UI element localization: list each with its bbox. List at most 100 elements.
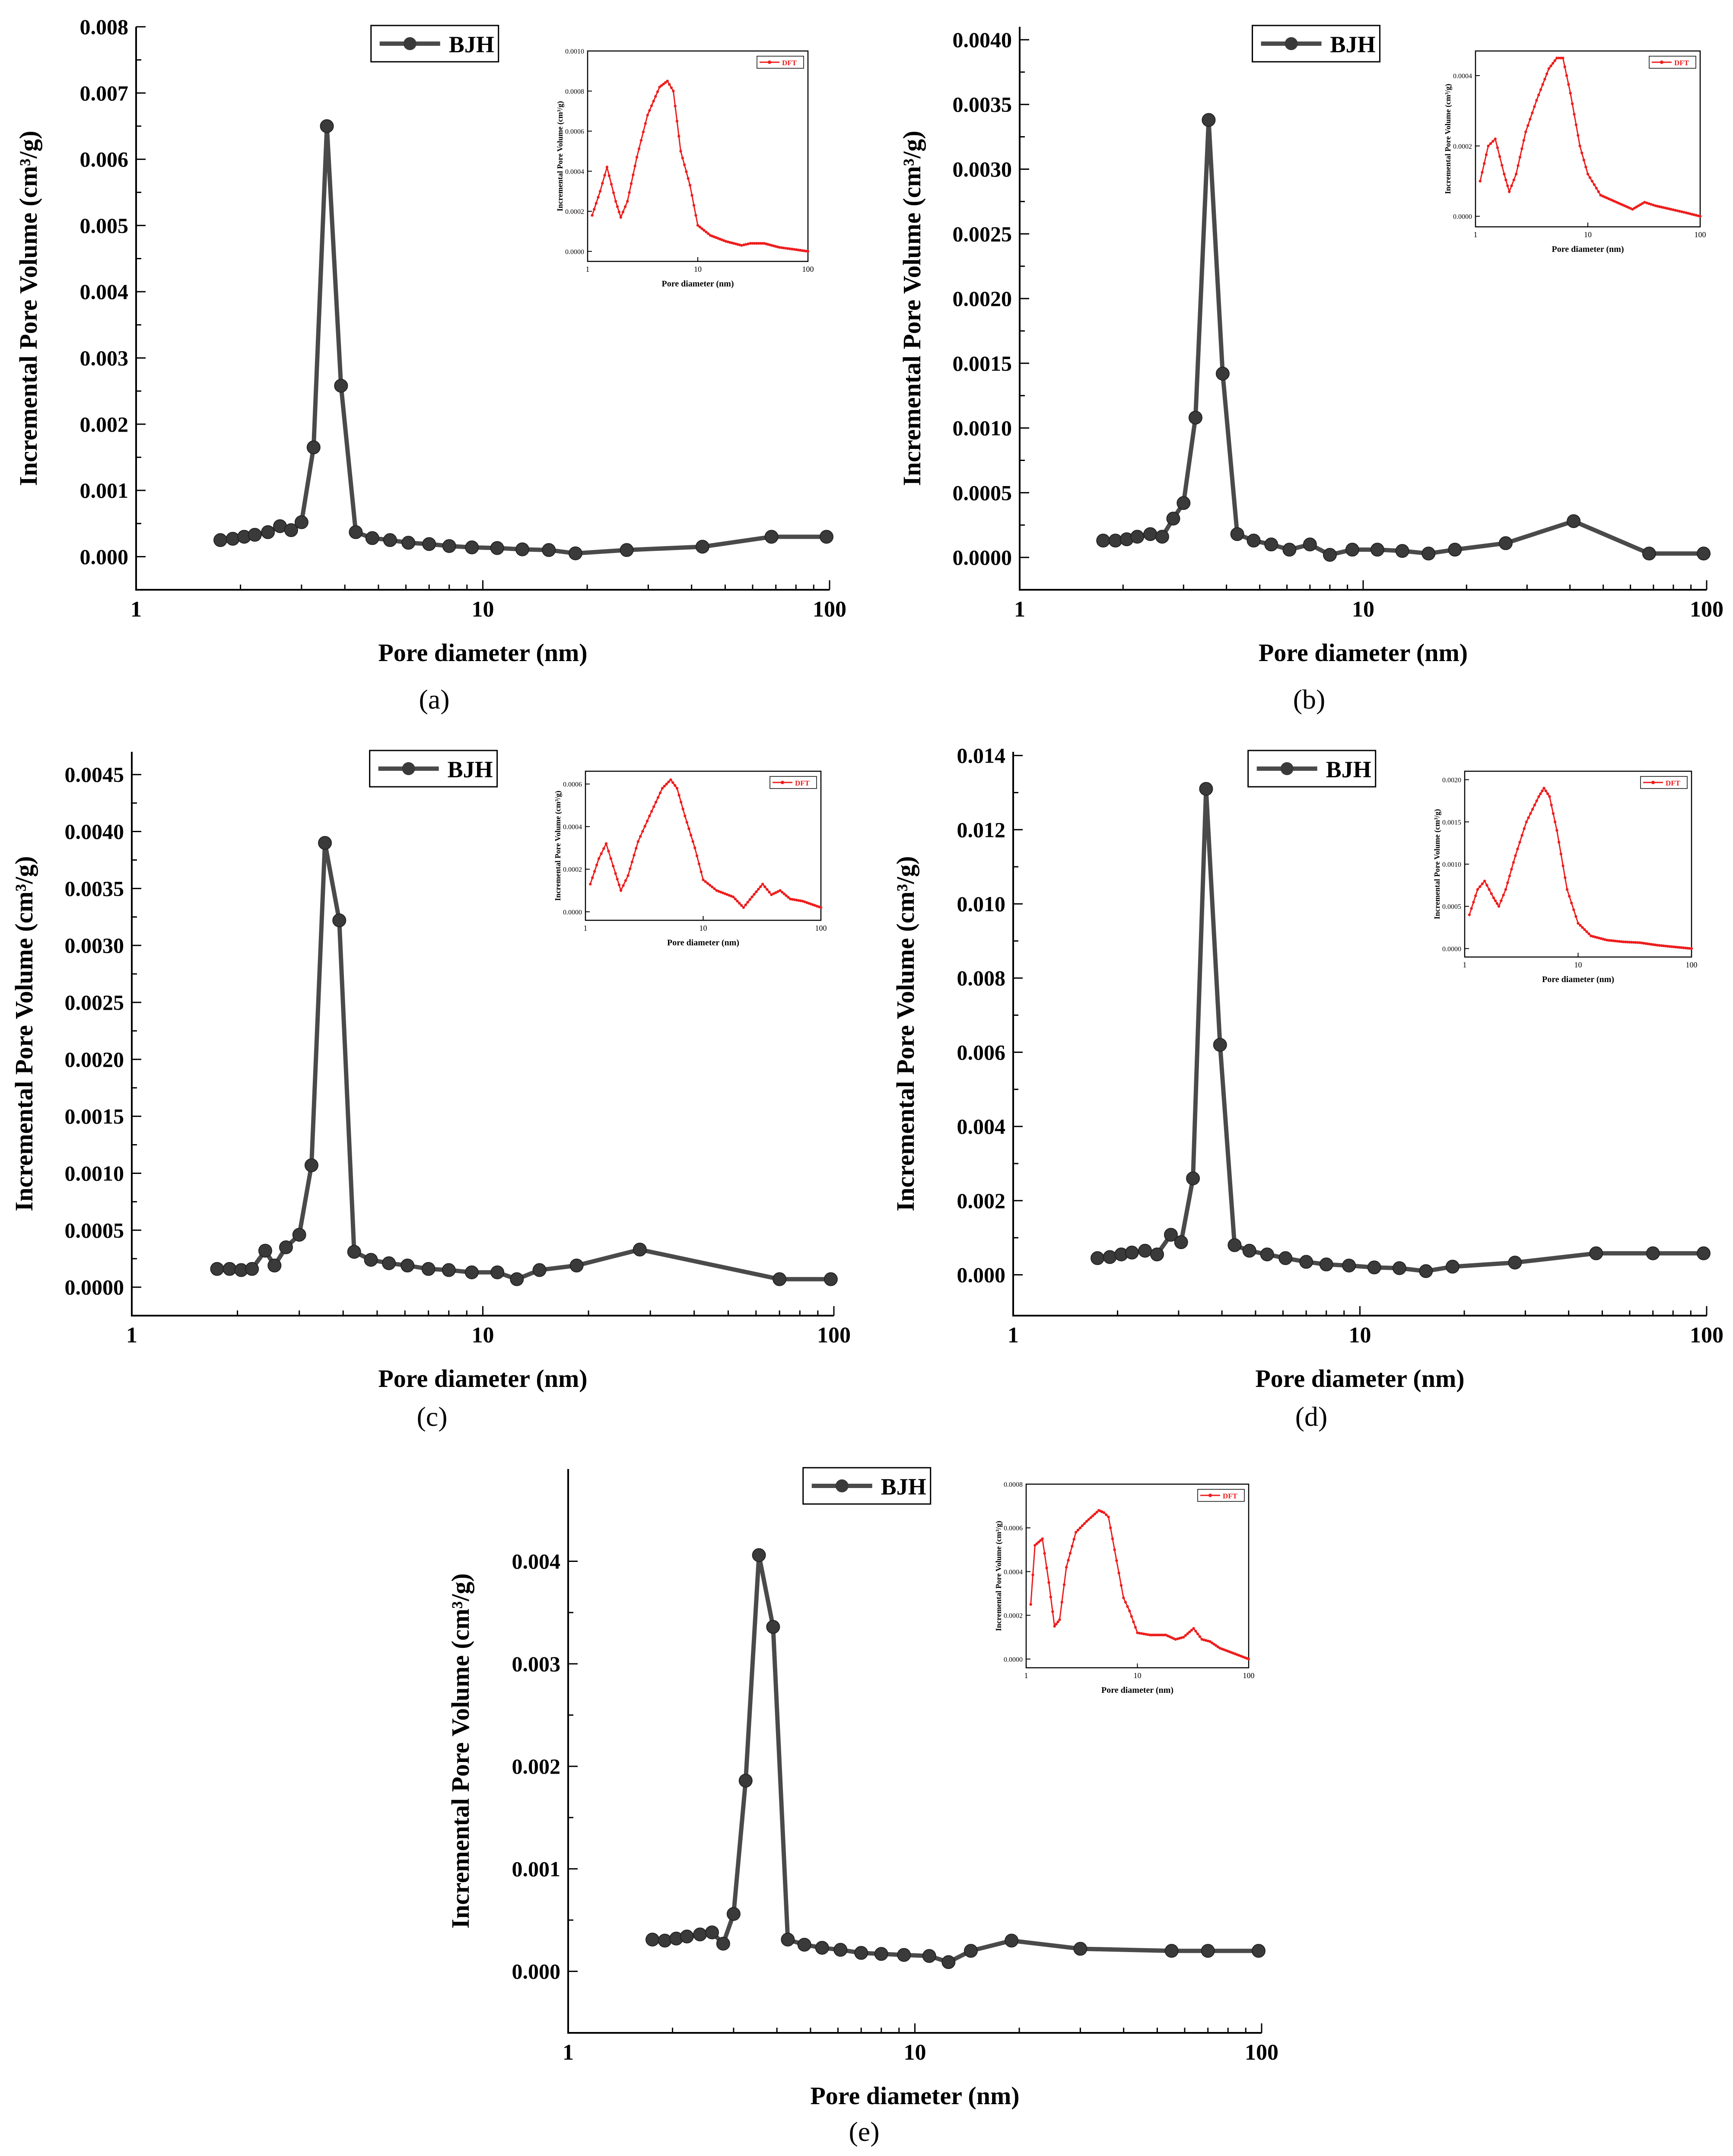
inset-y-axis-title: Incremental Pore Volume (cm³/g) [556,101,565,211]
y-tick-label: 0.004 [512,1549,561,1574]
bjh-data-point [422,537,436,551]
bjh-data-point [1174,1235,1188,1250]
dft-data-point [789,247,792,251]
legend-marker [403,37,417,50]
dft-data-point [1039,1539,1042,1542]
dft-data-point [1119,1584,1123,1587]
inset-y-tick-label: 0.0000 [565,248,584,256]
inset-frame [585,770,822,921]
dft-data-point [1130,1615,1133,1618]
bjh-data-point [542,543,556,557]
dft-data-point [1645,201,1648,204]
dft-data-point [589,883,592,886]
inset-x-tick-label: 100 [1686,960,1698,969]
x-tick-label: 10 [1352,597,1374,622]
y-tick-label: 0.012 [957,817,1006,842]
dft-data-point [747,242,750,245]
dft-data-point [600,852,603,855]
bjh-data-point [1164,1944,1179,1958]
bjh-data-point [532,1263,547,1277]
dft-data-point [1636,941,1639,944]
y-tick-label: 0.0045 [65,763,124,787]
dft-data-point [1122,1596,1125,1600]
bjh-data-point [1213,1038,1227,1052]
dft-data-point [1158,1633,1161,1637]
inset-x-tick-label: 1 [1463,960,1467,969]
bjh-data-point [306,440,321,455]
inset-y-axis-title: Incremental Pore Volume (cm³/g) [1433,809,1442,919]
dft-data-point [734,897,737,900]
y-tick-label: 0.000 [957,1263,1006,1287]
dft-data-point [1058,1618,1061,1621]
dft-data-point [652,805,655,808]
dft-data-point [648,814,651,817]
dft-data-point [1612,939,1615,942]
legend-label: BJH [449,32,494,57]
dft-data-point [1584,165,1587,169]
dft-data-point [1586,172,1590,176]
bjh-data-point [1445,1259,1460,1274]
inset-x-tick-label: 1 [584,924,588,932]
dft-data-point [1214,1644,1218,1647]
dft-data-point [1514,172,1518,176]
inset-x-tick-label: 10 [700,924,707,932]
dft-data-point [679,801,683,804]
dft-data-point [654,95,657,98]
dft-data-point [1607,939,1611,942]
dft-data-point [1631,208,1634,211]
chart-panel-5: 1 10 100 0.000 0.001 0.002 0.003 0.004 Pore diam… [446,1467,1278,2147]
panel-label: (e) [849,2116,879,2147]
bjh-data-point [815,1941,829,1955]
bjh-data-point [766,1620,780,1634]
bjh-data-point [726,1907,741,1921]
dft-data-point [635,156,639,159]
dft-data-point [1055,1622,1058,1626]
x-tick-label: 100 [817,1323,851,1348]
dft-data-point [1547,67,1551,70]
dft-data-point [591,876,594,879]
bjh-data-point [897,1948,911,1962]
dft-data-point [1585,930,1588,933]
dft-data-point [630,860,634,864]
dft-data-point [1198,1635,1202,1638]
dft-data-point [713,887,716,890]
inset-chart: 1 10 100 0.0000 0.0002 0.0004 0.0006 Pore diame… [553,770,827,948]
dft-data-point [648,109,651,112]
dft-data-point [1567,83,1570,86]
inset-x-tick-label: 10 [1574,960,1582,969]
bjh-data-point [442,539,456,553]
dft-data-point [591,214,594,217]
dft-data-point [626,200,629,203]
dft-data-point [1624,940,1627,944]
dft-data-point [703,229,706,232]
bjh-data-point [442,1263,456,1277]
bjh-data-point [382,1256,396,1270]
dft-data-point [1539,88,1542,91]
dft-data-point [622,884,625,887]
dft-data-point [668,83,671,86]
bjh-data-point [1319,1257,1333,1272]
dft-data-point [665,782,668,785]
dft-data-point [1510,184,1513,188]
y-tick-label: 0.004 [957,1114,1006,1138]
dft-data-point [1579,924,1582,927]
dft-data-point [744,243,747,246]
dft-data-point [1580,151,1584,155]
dft-data-point [1072,1538,1075,1541]
dft-data-point [1152,1633,1156,1637]
dft-data-point [636,840,640,843]
dft-data-point [619,889,623,892]
inset-y-tick-label: 0.0002 [1453,143,1472,150]
dft-data-point [1527,816,1530,819]
dft-data-point [1479,885,1482,888]
dft-data-point [1142,1632,1145,1635]
dft-data-point [695,854,699,858]
dft-data-point [639,835,642,838]
dft-data-point [1587,932,1590,935]
bjh-data-point [1345,543,1359,557]
inset-y-tick-label: 0.0008 [1004,1481,1023,1488]
dft-data-point [601,181,604,185]
dft-data-point [730,894,733,898]
bjh-data-point [292,1227,306,1242]
y-tick-label: 0.0005 [65,1218,124,1242]
